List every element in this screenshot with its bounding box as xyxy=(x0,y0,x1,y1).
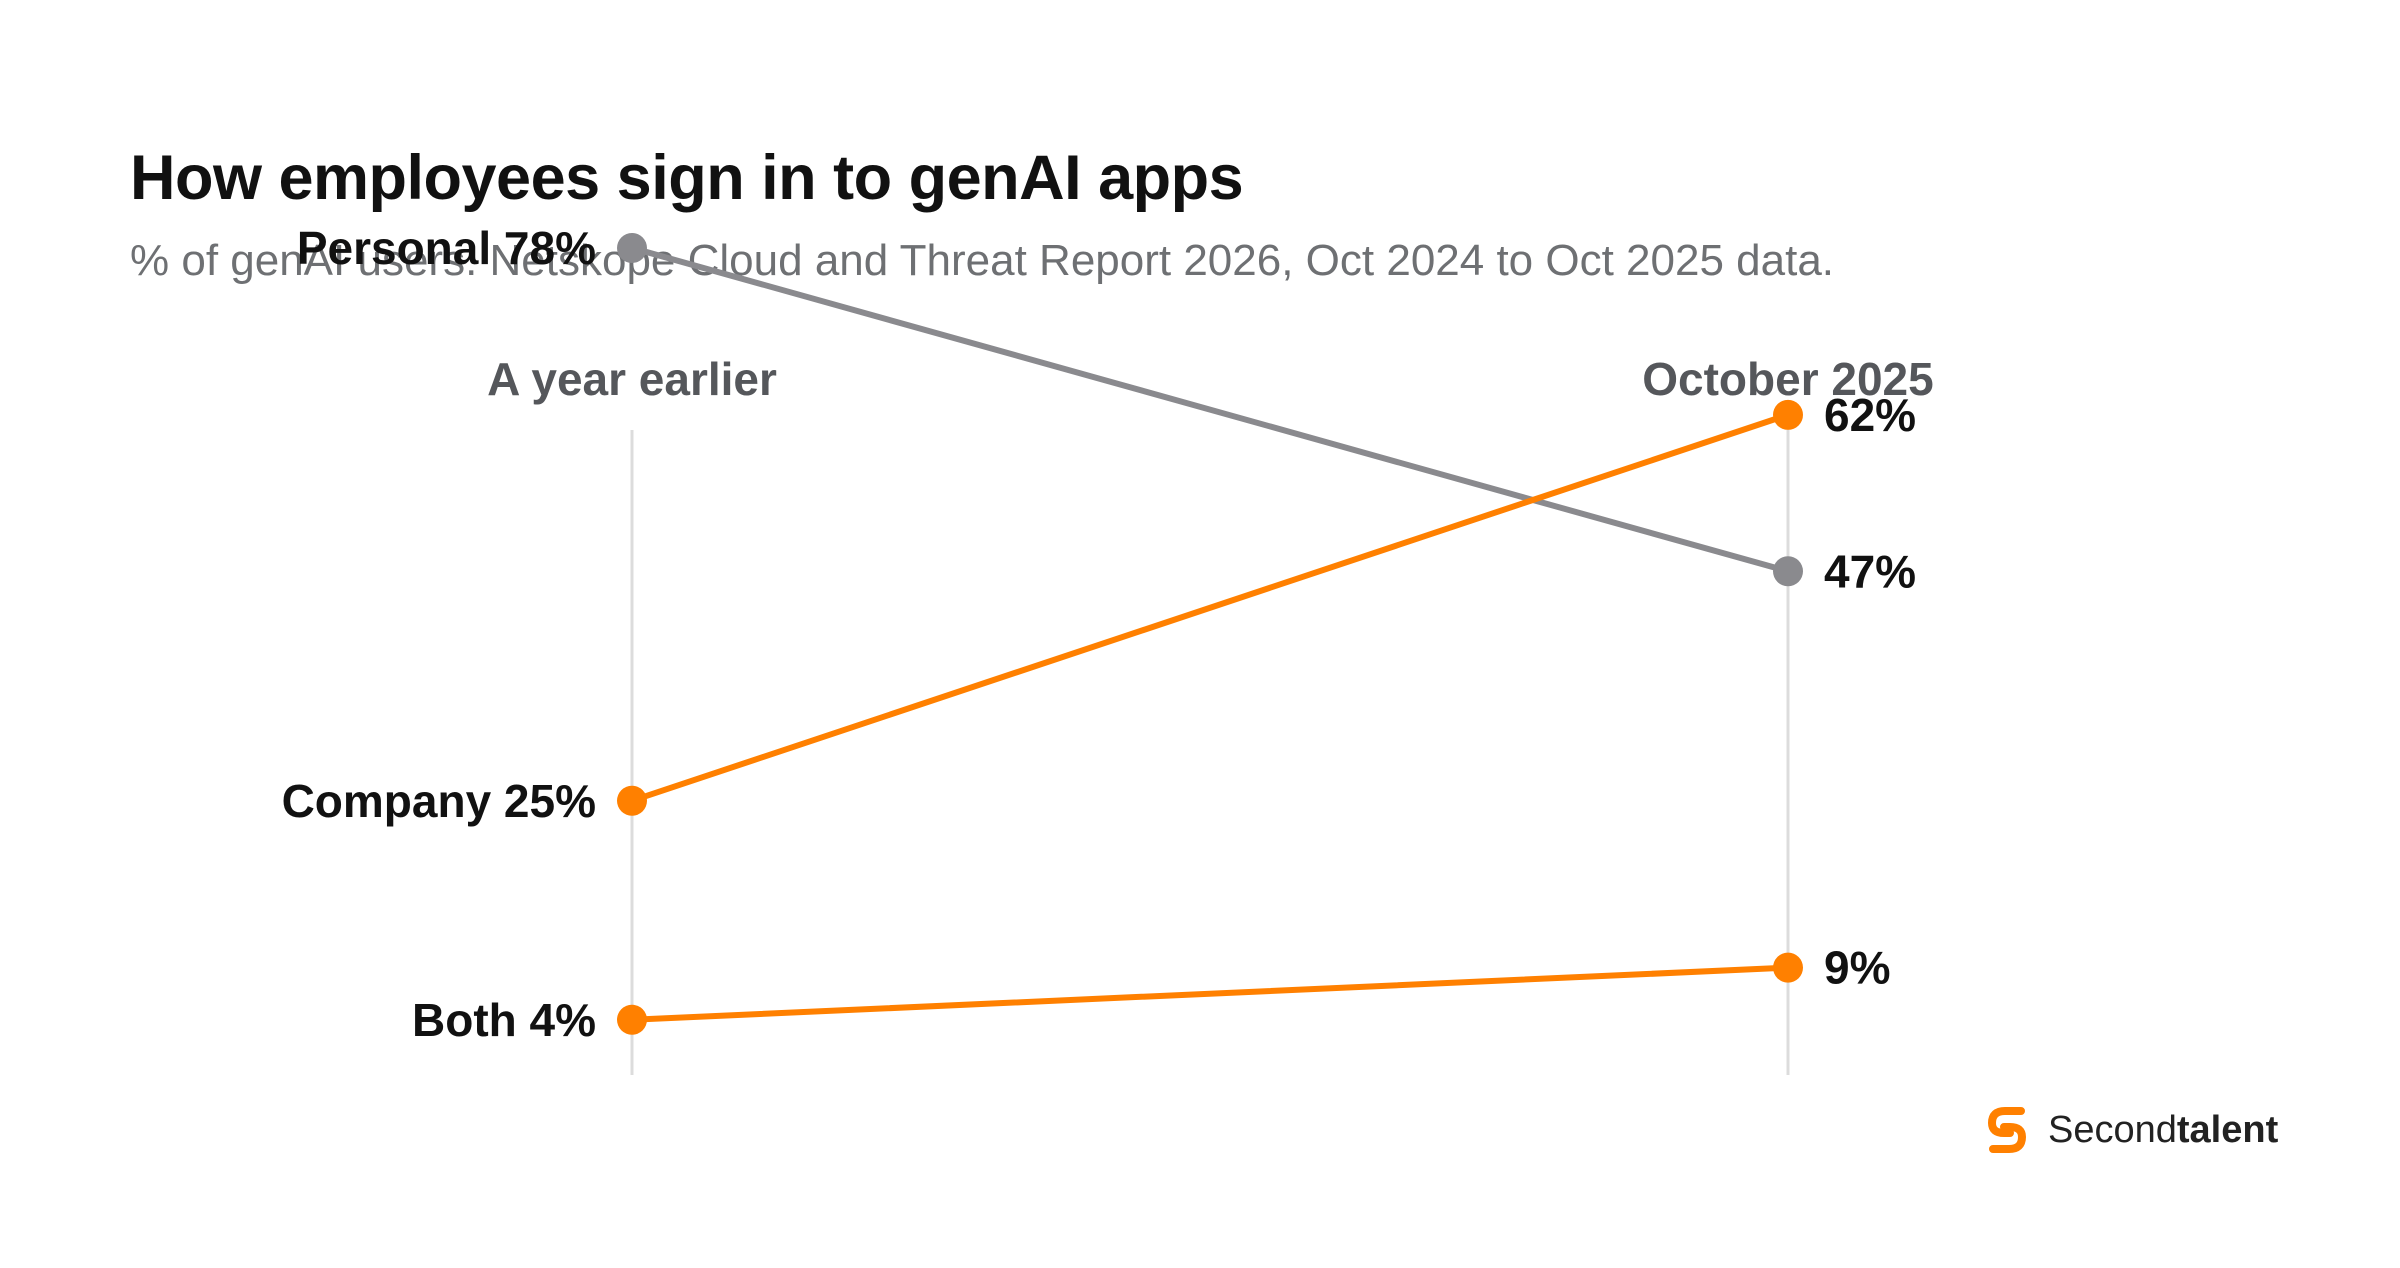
point-company-start xyxy=(617,785,647,816)
chart-subtitle: % of genAI users. Netskope Cloud and Thr… xyxy=(130,236,1835,285)
secondtalent-logo-icon xyxy=(1988,1107,2026,1153)
data-label-both-end: 9% xyxy=(1824,942,1890,994)
point-personal-start xyxy=(617,232,647,263)
data-label-personal-start: Personal 78% xyxy=(297,222,596,274)
point-both-end xyxy=(1773,952,1803,983)
brand-logo: Secondtalent xyxy=(1980,1103,2278,1157)
data-label-both-start: Both 4% xyxy=(412,994,596,1046)
series-line-both xyxy=(629,964,1791,1023)
brand-wordmark: Secondtalent xyxy=(2048,1109,2278,1152)
column-header-end: October 2025 xyxy=(1642,353,1933,405)
point-company-end xyxy=(1773,399,1803,430)
data-label-company-start: Company 25% xyxy=(282,775,596,827)
data-label-personal-end: 47% xyxy=(1824,545,1916,597)
point-both-start xyxy=(617,1004,647,1035)
brand-name-regular: Second xyxy=(2048,1108,2177,1151)
series-line-personal xyxy=(629,244,1791,575)
column-header-start: A year earlier xyxy=(487,353,777,405)
data-label-company-end: 62% xyxy=(1824,389,1916,441)
chart-title: How employees sign in to genAI apps xyxy=(130,143,1244,213)
brand-name-bold: talent xyxy=(2176,1108,2279,1151)
point-personal-end xyxy=(1773,556,1803,587)
series-line-company xyxy=(629,411,1791,804)
